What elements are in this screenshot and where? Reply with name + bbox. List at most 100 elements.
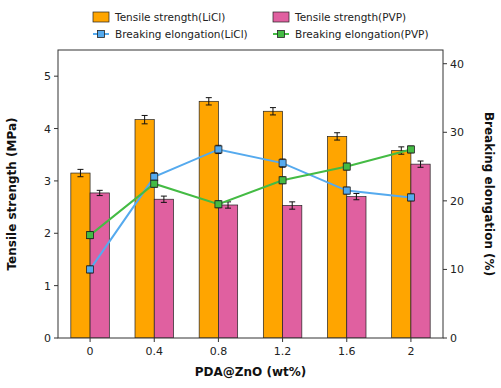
bar	[392, 151, 411, 338]
y-tick	[54, 285, 58, 286]
x-axis-label: PDA@ZnO (wt%)	[195, 365, 306, 379]
error-bar	[408, 146, 414, 153]
y-axis-label: Tensile strength (MPa)	[5, 118, 19, 271]
error-stem	[163, 196, 164, 202]
legend-marker	[278, 31, 285, 38]
legend-swatch	[273, 12, 289, 22]
marker	[407, 194, 414, 201]
error-cap	[334, 140, 340, 141]
marker	[87, 266, 94, 273]
y2-tick	[443, 200, 447, 201]
error-stem	[80, 169, 81, 176]
y-tick-label: 5	[44, 70, 51, 83]
bar	[135, 120, 154, 338]
error-cap	[398, 146, 404, 147]
bar	[154, 199, 173, 338]
marker	[151, 180, 158, 187]
y-tick	[54, 128, 58, 129]
error-cap	[77, 169, 83, 170]
error-cap	[334, 132, 340, 133]
error-bar	[353, 193, 359, 199]
marker	[343, 163, 350, 170]
error-cap	[418, 161, 424, 162]
error-stem	[356, 193, 357, 199]
error-bar	[344, 187, 350, 194]
x-tick	[346, 338, 347, 342]
legend-item: Breaking elongation(PVP)	[273, 28, 429, 40]
error-bar	[289, 202, 295, 209]
error-cap	[161, 196, 167, 197]
legend-label: Tensile strength(LiCl)	[114, 11, 225, 23]
error-stem	[292, 202, 293, 209]
error-bar	[151, 173, 157, 181]
error-cap	[97, 195, 103, 196]
error-stem	[208, 98, 209, 105]
y2-tick-label: 30	[450, 126, 464, 139]
error-cap	[353, 193, 359, 194]
x-tick	[218, 338, 219, 342]
error-cap	[77, 176, 83, 177]
y2-tick	[443, 269, 447, 270]
error-bar	[87, 232, 93, 239]
plot-area	[71, 98, 430, 338]
error-cap	[353, 199, 359, 200]
error-cap	[142, 123, 148, 124]
line	[90, 149, 411, 269]
bar	[263, 111, 282, 338]
y2-tick-label: 40	[450, 58, 464, 71]
error-bar	[161, 196, 167, 202]
bar	[347, 197, 366, 338]
marker	[343, 187, 350, 194]
error-bar	[344, 163, 350, 170]
error-bar	[280, 159, 286, 167]
x-tick	[410, 338, 411, 342]
error-bar	[408, 194, 414, 201]
y-tick	[54, 180, 58, 181]
marker	[279, 160, 286, 167]
line	[90, 149, 411, 235]
error-cap	[289, 201, 295, 202]
y-tick-label: 2	[44, 227, 51, 240]
y2-tick	[443, 63, 447, 64]
error-bar	[87, 266, 93, 273]
y-tick-label: 1	[44, 280, 51, 293]
bar	[218, 205, 237, 338]
legend-marker	[98, 31, 105, 38]
y-tick	[54, 76, 58, 77]
error-bar	[142, 115, 148, 123]
error-stem	[99, 190, 100, 195]
x-tick-label: 0.8	[210, 345, 228, 358]
error-bar	[280, 177, 286, 184]
error-bar	[215, 145, 221, 153]
marker	[151, 173, 158, 180]
error-stem	[272, 108, 273, 115]
error-bar	[215, 201, 221, 208]
y-tick	[54, 233, 58, 234]
error-cap	[97, 190, 103, 191]
x-tick	[282, 338, 283, 342]
marker	[215, 201, 222, 208]
error-cap	[225, 208, 231, 209]
y2-tick-label: 20	[450, 195, 464, 208]
error-stem	[228, 202, 229, 208]
error-cap	[289, 209, 295, 210]
x-tick	[90, 338, 91, 342]
error-cap	[161, 202, 167, 203]
error-cap	[206, 97, 212, 98]
y-tick-label: 3	[44, 175, 51, 188]
legend-label: Breaking elongation(LiCl)	[115, 28, 248, 40]
error-cap	[142, 115, 148, 116]
error-stem	[144, 115, 145, 123]
legend-item: Tensile strength(PVP)	[273, 11, 406, 23]
error-cap	[398, 154, 404, 155]
y2-tick-label: 10	[450, 263, 464, 276]
error-bar	[97, 190, 103, 195]
y2-tick	[443, 132, 447, 133]
x-tick-label: 0.4	[146, 345, 164, 358]
chart: 01234501020304000.40.81.21.62PDA@ZnO (wt…	[0, 0, 501, 388]
y2-axis-label: Breaking elongation (%)	[482, 112, 496, 276]
error-bar	[418, 161, 424, 167]
bar	[199, 101, 218, 338]
error-bar	[151, 180, 157, 187]
legend-label: Tensile strength(PVP)	[294, 11, 406, 23]
